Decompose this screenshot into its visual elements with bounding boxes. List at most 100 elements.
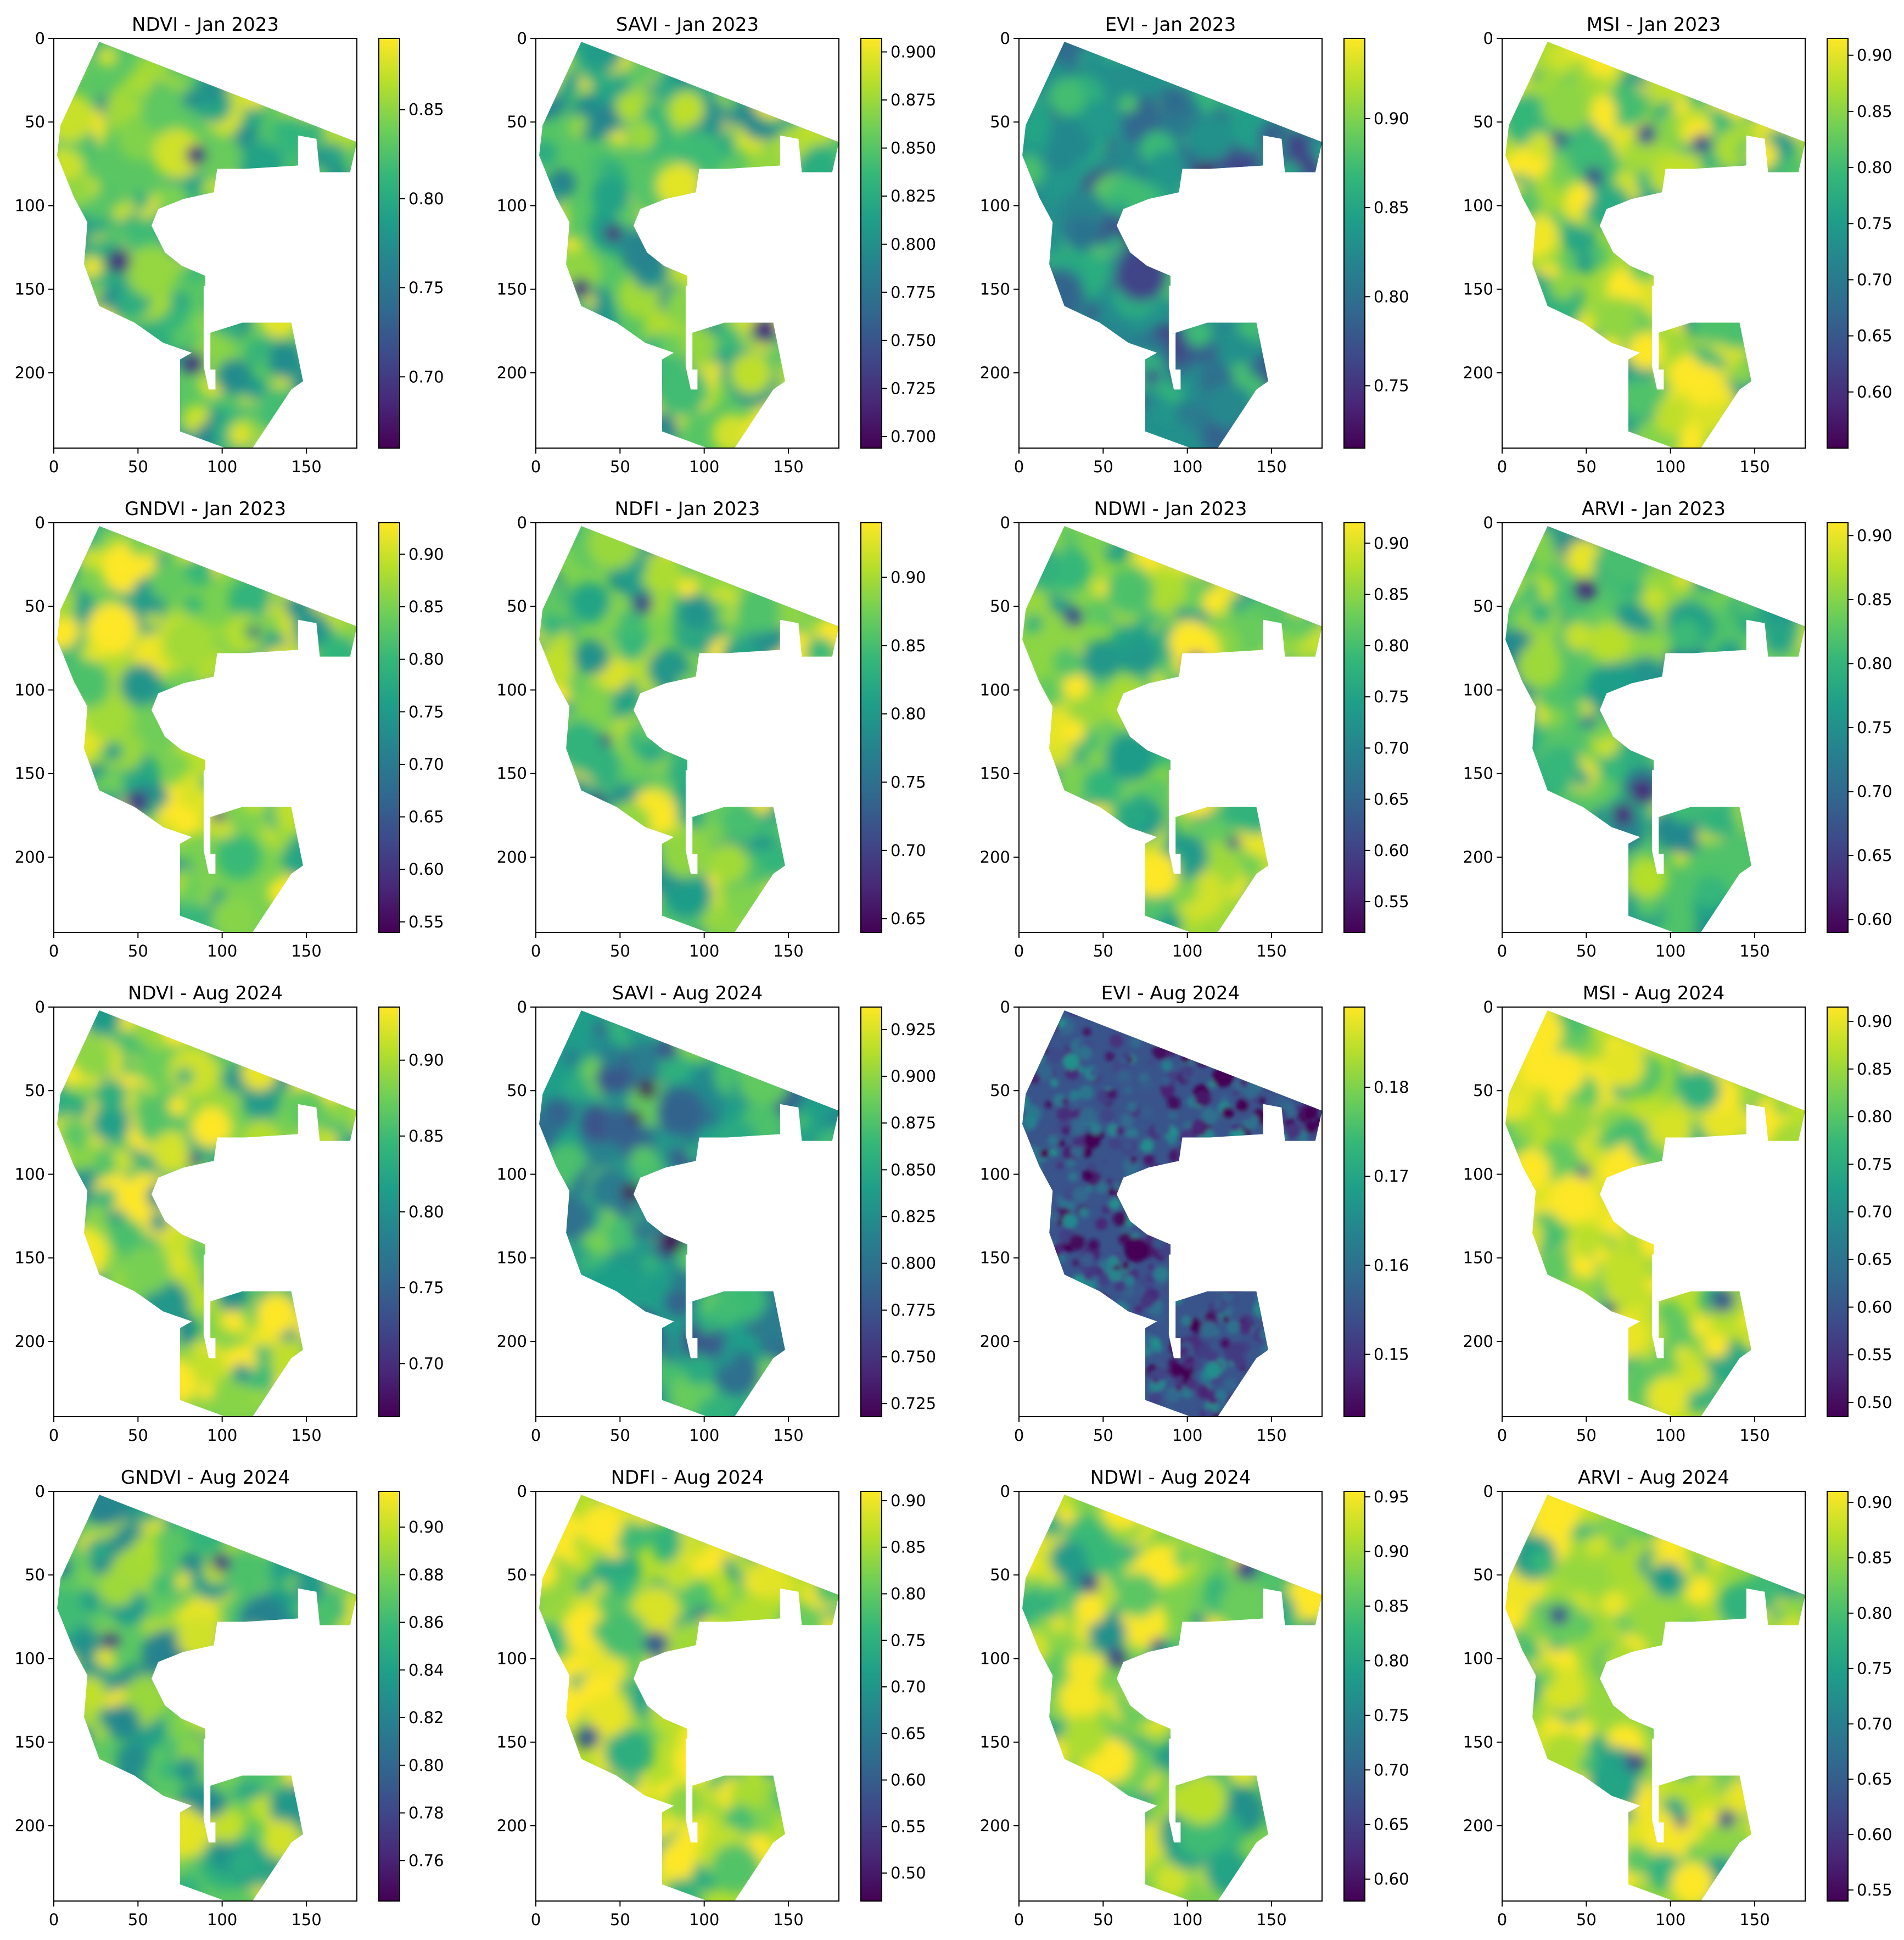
colorbar	[1827, 522, 1849, 933]
colorbar-tick-label: 0.60	[1857, 910, 1892, 929]
panel-title: MSI - Aug 2024	[1583, 982, 1725, 1004]
y-tick-label: 0	[1483, 998, 1493, 1016]
colorbar-tick-label: 0.80	[1857, 1604, 1892, 1623]
colorbar-tick-label: 0.80	[1374, 287, 1409, 306]
colorbar-tick-label: 0.90	[1857, 1012, 1892, 1031]
panel-5: NDFI - Jan 2023 0 50 100 150 0 50 100 150 200 0.65…	[497, 498, 926, 960]
colorbar-tick-label: 0.800	[891, 1254, 936, 1273]
colorbar-tick-label: 0.75	[408, 278, 444, 297]
axes-frame	[53, 1491, 357, 1902]
x-tick-label: 0	[1497, 1426, 1507, 1445]
colorbar-tick-label: 0.90	[891, 1491, 926, 1510]
panel-13: NDFI - Aug 2024 0 50 100 150 0 50 100 150 200 0.50…	[497, 1467, 926, 1929]
colorbar-tick-label: 0.900	[891, 1067, 936, 1086]
colorbar-tick-label: 0.75	[1374, 687, 1409, 706]
y-tick-label: 50	[25, 597, 45, 616]
colorbar-tick-label: 0.80	[1857, 654, 1892, 673]
axes-frame	[1502, 38, 1806, 449]
x-tick-label: 150	[773, 942, 803, 960]
heatmap-field	[1022, 1010, 1322, 1417]
y-tick-label: 100	[497, 1649, 527, 1668]
x-tick-label: 0	[1014, 457, 1024, 476]
y-tick-label: 0	[1483, 29, 1493, 48]
y-tick-label: 150	[980, 764, 1010, 783]
colorbar-tick-label: 0.76	[408, 1851, 444, 1870]
colorbar-tick-label: 0.90	[408, 1518, 444, 1536]
colorbar-tick-label: 0.55	[891, 1817, 926, 1836]
x-tick-label: 0	[1014, 1426, 1024, 1445]
colorbar-tick-label: 0.55	[1857, 1881, 1892, 1899]
colorbar-tick-label: 0.70	[1857, 782, 1892, 801]
y-tick-label: 150	[1463, 280, 1493, 299]
panel-title: ARVI - Aug 2024	[1578, 1467, 1729, 1489]
y-tick-label: 100	[497, 196, 527, 215]
y-tick-label: 150	[1463, 1733, 1493, 1752]
colorbar-tick-label: 0.85	[408, 100, 444, 119]
colorbar-tick-label: 0.775	[891, 1301, 936, 1320]
colorbar-tick-label: 0.65	[891, 909, 926, 928]
y-tick-label: 100	[1463, 1649, 1493, 1668]
colorbar-tick-label: 0.725	[891, 379, 936, 398]
y-tick-label: 200	[15, 364, 45, 382]
panel-8: NDVI - Aug 2024 0 50 100 150 0 50 100 150 200 0.70…	[15, 982, 444, 1445]
y-tick-label: 0	[1000, 29, 1010, 48]
colorbar-tick-label: 0.90	[1857, 526, 1892, 545]
colorbar-tick-label: 0.85	[1374, 585, 1409, 604]
panel-2: EVI - Jan 2023 0 50 100 150 0 50 100 150 200 0.75 0…	[980, 14, 1409, 476]
x-tick-label: 100	[1655, 457, 1685, 476]
x-tick-label: 100	[1655, 1426, 1685, 1445]
panel-3: MSI - Jan 2023 0 50 100 150 0 50 100 150 200 0.60 0…	[1463, 14, 1892, 476]
x-tick-label: 0	[49, 1426, 59, 1445]
colorbar-tick-label: 0.75	[891, 1631, 926, 1650]
y-tick-label: 100	[980, 1165, 1010, 1183]
x-tick-label: 150	[291, 942, 321, 960]
colorbar-tick-label: 0.65	[408, 808, 444, 826]
colorbar-tick-label: 0.825	[891, 1207, 936, 1226]
colorbar-tick-label: 0.775	[891, 283, 936, 301]
x-tick-label: 0	[531, 942, 541, 960]
panel-title: GNDVI - Jan 2023	[125, 498, 286, 520]
y-tick-label: 200	[497, 364, 527, 382]
panel-title: NDVI - Jan 2023	[132, 14, 279, 36]
colorbar-tick-label: 0.85	[408, 597, 444, 616]
y-tick-label: 200	[1463, 1816, 1493, 1835]
panel-11: MSI - Aug 2024 0 50 100 150 0 50 100 150 200 0.50 0…	[1463, 982, 1892, 1445]
colorbar-tick-label: 0.70	[408, 755, 444, 774]
colorbar-tick-label: 0.85	[1374, 198, 1409, 217]
panel-4: GNDVI - Jan 2023 0 50 100 150 0 50 100 150 200 0.5…	[15, 498, 444, 960]
colorbar-tick-label: 0.85	[1857, 1548, 1892, 1567]
axes-frame	[535, 1491, 839, 1902]
colorbar	[1343, 1007, 1365, 1417]
y-tick-label: 0	[517, 1482, 527, 1501]
colorbar-tick-label: 0.85	[1374, 1597, 1409, 1615]
colorbar-tick-label: 0.900	[891, 43, 936, 62]
colorbar	[1827, 1491, 1849, 1902]
colorbar-tick-label: 0.80	[1374, 636, 1409, 655]
heatmap-field	[1022, 1495, 1322, 1901]
y-tick-label: 150	[497, 280, 527, 299]
colorbar-tick-label: 0.70	[1857, 270, 1892, 289]
panel-14: NDWI - Aug 2024 0 50 100 150 0 50 100 150 200 0.60…	[980, 1467, 1409, 1929]
colorbar	[860, 38, 882, 449]
heatmap-field	[1505, 42, 1805, 449]
y-tick-label: 0	[35, 1482, 45, 1501]
colorbar-tick-label: 0.65	[1374, 1815, 1409, 1834]
colorbar-tick-label: 0.75	[891, 773, 926, 791]
heatmap-field	[57, 42, 357, 449]
y-tick-label: 0	[35, 513, 45, 532]
colorbar-tick-label: 0.75	[1857, 1659, 1892, 1678]
colorbar-tick-label: 0.80	[408, 650, 444, 669]
colorbar-tick-label: 0.80	[891, 1585, 926, 1603]
y-tick-label: 0	[517, 513, 527, 532]
axes-frame	[1018, 1491, 1323, 1902]
x-tick-label: 0	[49, 942, 59, 960]
colorbar-tick-label: 0.925	[891, 1020, 936, 1039]
y-tick-label: 200	[980, 364, 1010, 382]
x-tick-label: 100	[207, 457, 237, 476]
colorbar	[860, 522, 882, 933]
y-tick-label: 50	[990, 113, 1010, 131]
colorbar	[860, 1007, 882, 1417]
colorbar-tick-label: 0.65	[1857, 846, 1892, 865]
x-tick-label: 50	[610, 457, 630, 476]
x-tick-label: 150	[773, 1426, 803, 1445]
